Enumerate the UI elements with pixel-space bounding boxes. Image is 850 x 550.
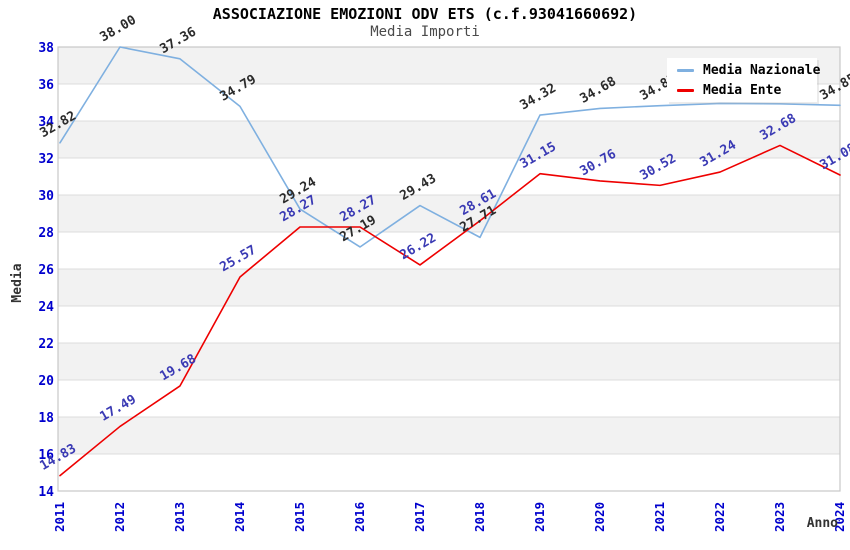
svg-text:2018: 2018 [472, 502, 487, 532]
chart-subtitle: Media Importi [370, 24, 480, 40]
svg-text:2021: 2021 [652, 502, 667, 532]
legend-label-media-ente: Media Ente [703, 82, 782, 98]
svg-text:30: 30 [38, 189, 54, 204]
svg-text:2024: 2024 [832, 502, 847, 532]
svg-text:2015: 2015 [292, 502, 307, 532]
svg-text:2019: 2019 [532, 502, 547, 532]
svg-text:2012: 2012 [112, 502, 127, 532]
chart-legend: Media Nazionale Media Ente [667, 58, 821, 102]
svg-text:38.00: 38.00 [98, 13, 140, 46]
svg-text:36: 36 [38, 78, 54, 93]
svg-text:22: 22 [38, 337, 54, 352]
svg-text:Media: Media [10, 263, 25, 302]
media-ente-line-swatch-icon [677, 88, 694, 92]
svg-text:2017: 2017 [412, 502, 427, 532]
svg-text:28: 28 [38, 226, 54, 241]
legend-item-media-ente: Media Ente [677, 82, 817, 98]
legend-item-media-nazionale: Media Nazionale [677, 62, 821, 78]
svg-text:2023: 2023 [772, 502, 787, 532]
svg-text:26: 26 [38, 263, 54, 278]
svg-text:2022: 2022 [712, 502, 727, 532]
chart-title: ASSOCIAZIONE EMOZIONI ODV ETS (c.f.93041… [212, 5, 638, 23]
svg-text:24: 24 [38, 300, 54, 315]
svg-text:2014: 2014 [232, 502, 247, 532]
svg-text:16: 16 [38, 448, 54, 463]
svg-text:Anno: Anno [807, 516, 838, 531]
legend-label-media-nazionale: Media Nazionale [703, 62, 821, 78]
svg-text:34: 34 [38, 115, 54, 130]
svg-text:14: 14 [38, 485, 54, 500]
media-nazionale-line-swatch-icon [677, 68, 694, 72]
svg-text:2016: 2016 [352, 502, 367, 532]
svg-text:2011: 2011 [52, 502, 67, 532]
svg-text:38: 38 [38, 41, 54, 56]
svg-text:32: 32 [38, 152, 54, 167]
svg-text:20: 20 [38, 374, 54, 389]
svg-text:2013: 2013 [172, 502, 187, 532]
svg-text:18: 18 [38, 411, 54, 426]
svg-text:2020: 2020 [592, 502, 607, 532]
